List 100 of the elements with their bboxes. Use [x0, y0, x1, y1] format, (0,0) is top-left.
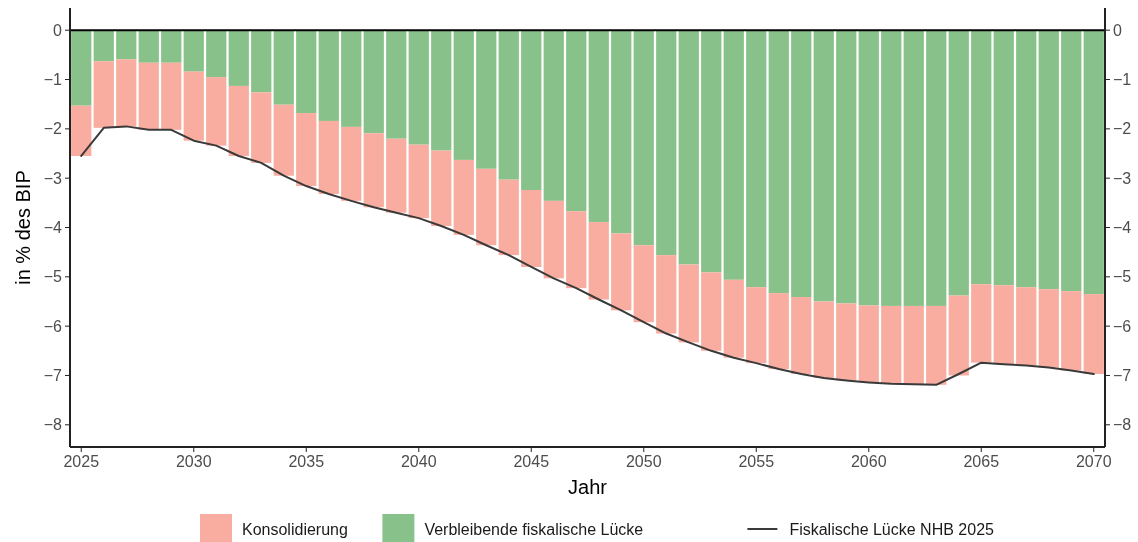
bar	[1061, 291, 1082, 371]
x-tick-label: 2025	[63, 453, 100, 470]
bar	[768, 30, 789, 294]
bar	[341, 30, 362, 127]
y2-tick-label: −8	[1113, 416, 1132, 434]
bar	[791, 297, 812, 374]
y-tick-label: −5	[43, 268, 63, 286]
bar	[926, 30, 947, 306]
bar	[836, 303, 857, 381]
bar	[251, 30, 272, 93]
bar	[318, 120, 339, 194]
bar	[228, 30, 249, 86]
bar	[746, 30, 767, 288]
bar	[476, 168, 497, 246]
bar	[723, 30, 744, 280]
bar	[768, 293, 789, 370]
y-tick-label: −4	[43, 219, 63, 237]
x-tick-label: 2065	[963, 453, 1000, 470]
bar	[993, 285, 1014, 365]
y2-tick-label: −4	[1113, 219, 1132, 237]
y2-tick-label: −6	[1113, 317, 1132, 335]
y2-tick-label: −5	[1113, 268, 1132, 286]
bar	[71, 105, 92, 156]
bar	[521, 190, 542, 267]
bar	[1038, 30, 1059, 290]
y-tick-label: −1	[43, 71, 63, 89]
bar	[588, 222, 609, 300]
bar	[251, 92, 272, 163]
y2-tick-label: −2	[1113, 120, 1132, 138]
bar	[93, 61, 114, 128]
bar	[161, 30, 182, 63]
bar	[476, 30, 497, 169]
bar	[633, 30, 654, 246]
bar	[948, 295, 969, 376]
bar	[611, 30, 632, 234]
bar	[656, 30, 677, 256]
x-tick-label: 2045	[513, 453, 550, 470]
bar	[633, 245, 654, 323]
y-tick-label: −8	[43, 416, 63, 434]
bar	[431, 30, 452, 151]
bar	[881, 305, 902, 384]
bar	[138, 30, 159, 63]
bar	[296, 30, 317, 114]
bar	[498, 30, 519, 180]
y-tick-label: −2	[43, 120, 63, 138]
bar	[431, 150, 452, 227]
x-tick-label: 2035	[288, 453, 325, 470]
line-series	[80, 125, 1095, 386]
bar	[723, 279, 744, 358]
bar	[791, 30, 812, 298]
y2-tick-label: −1	[1113, 71, 1132, 89]
bar	[566, 30, 587, 212]
bar	[1038, 289, 1059, 368]
bar	[701, 272, 722, 351]
bar	[836, 30, 857, 304]
bar	[453, 30, 474, 160]
bar	[993, 30, 1014, 286]
y-tick-label: −3	[43, 169, 63, 187]
bar	[858, 305, 879, 383]
bar	[116, 59, 137, 127]
bar	[948, 30, 969, 296]
x-tick-label: 2060	[850, 453, 887, 470]
bar	[566, 211, 587, 289]
y2-tick-label: −7	[1113, 367, 1132, 385]
bar	[1061, 30, 1082, 292]
bar	[408, 144, 429, 219]
bar	[656, 255, 677, 334]
bar	[183, 30, 204, 72]
bar	[678, 30, 699, 265]
bar	[813, 301, 834, 378]
bar	[228, 85, 249, 156]
bar	[341, 126, 362, 201]
y-tick-label: −7	[43, 367, 63, 385]
bar	[746, 287, 767, 364]
bar	[161, 62, 182, 130]
x-axis-title: Jahr	[568, 476, 608, 498]
bar	[881, 30, 902, 306]
bar	[971, 284, 992, 363]
bar	[971, 30, 992, 285]
bar	[206, 77, 227, 146]
y-tick-label: −6	[43, 317, 63, 335]
bar	[296, 113, 317, 187]
bar	[206, 30, 227, 78]
y2-tick-label: 0	[1113, 21, 1122, 39]
bar	[1016, 287, 1037, 366]
bar	[701, 30, 722, 273]
bar	[1083, 30, 1104, 295]
x-tick-label: 2050	[625, 453, 662, 470]
x-tick-label: 2030	[175, 453, 212, 470]
x-tick-label: 2070	[1075, 453, 1112, 470]
bar	[273, 104, 294, 176]
bar	[543, 200, 564, 279]
bar	[363, 133, 384, 208]
bar	[273, 30, 294, 105]
bar	[498, 179, 519, 256]
bar	[678, 264, 699, 343]
legend-label: Fiskalische Lücke NHB 2025	[789, 521, 995, 538]
bar	[386, 138, 407, 213]
bar	[116, 30, 137, 60]
bar	[903, 305, 924, 385]
